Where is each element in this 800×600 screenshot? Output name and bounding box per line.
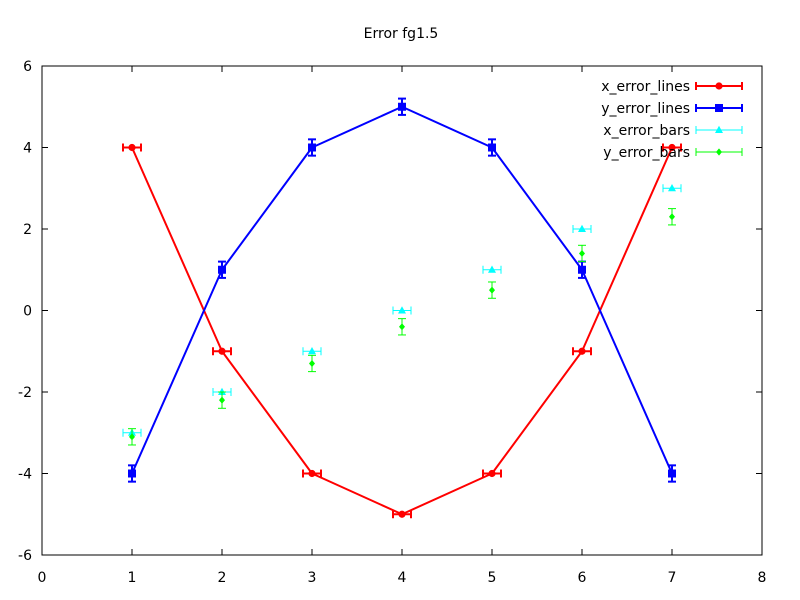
legend-item-x_error_bars: x_error_bars xyxy=(603,123,743,139)
legend-label: x_error_bars xyxy=(603,123,690,139)
y-tick-label: -2 xyxy=(18,385,32,401)
series-x_error_bars xyxy=(122,184,682,437)
series-x_error_lines xyxy=(122,143,682,519)
data-point xyxy=(488,143,496,152)
axes: 0 1 2 3 4 5 6 7 8 -6 -4 -2 0 2 4 6 xyxy=(18,59,766,586)
data-point xyxy=(218,347,226,355)
y-tick-label: -4 xyxy=(18,467,32,483)
y-tick-label: 2 xyxy=(23,222,32,238)
x-tick-label: 3 xyxy=(308,570,317,586)
data-point xyxy=(308,143,316,152)
data-point xyxy=(129,433,135,441)
data-point xyxy=(398,306,406,314)
data-point xyxy=(668,184,676,192)
legend-label: y_error_lines xyxy=(601,101,690,117)
legend-marker xyxy=(716,148,722,156)
x-tick-label: 5 xyxy=(488,570,497,586)
data-point xyxy=(578,224,586,232)
legend-marker xyxy=(715,104,723,112)
legend-item-y_error_lines: y_error_lines xyxy=(601,101,743,117)
legend-item-x_error_lines: x_error_lines xyxy=(601,79,743,95)
y-tick-label: 0 xyxy=(23,304,32,320)
x-tick-label: 8 xyxy=(758,570,767,586)
data-point xyxy=(488,469,496,478)
y-tick-label: -6 xyxy=(18,548,32,564)
data-point xyxy=(398,102,406,111)
data-point xyxy=(218,265,226,274)
x-tick-label: 6 xyxy=(578,570,587,586)
x-tick-label: 0 xyxy=(38,570,47,586)
x-tick-label: 1 xyxy=(128,570,137,586)
plot-area xyxy=(122,97,682,519)
data-point xyxy=(219,396,225,404)
data-point xyxy=(578,347,586,355)
legend-item-y_error_bars: y_error_bars xyxy=(603,145,743,161)
data-point xyxy=(669,213,675,221)
series-y_error_lines xyxy=(128,97,676,483)
data-point xyxy=(398,510,406,518)
x-tick-label: 2 xyxy=(218,570,227,586)
data-point xyxy=(309,359,315,368)
x-tick-label: 7 xyxy=(668,570,677,586)
y-tick-label: 6 xyxy=(23,59,32,75)
data-point xyxy=(308,469,316,478)
data-point xyxy=(488,265,496,273)
x-tick-label: 4 xyxy=(398,570,407,586)
data-point xyxy=(668,143,676,152)
legend-label: y_error_bars xyxy=(603,145,690,161)
data-point xyxy=(579,249,585,258)
series-y_error_bars xyxy=(128,208,676,446)
legend-marker xyxy=(715,82,723,90)
legend-marker xyxy=(715,125,723,133)
y-tick-label: 4 xyxy=(23,141,32,157)
data-point xyxy=(668,469,676,478)
data-point xyxy=(128,143,136,152)
series-line xyxy=(131,105,673,474)
data-point xyxy=(128,469,136,478)
legend: x_error_lines y_error_lines x_error_bars y_… xyxy=(601,79,743,161)
data-point xyxy=(399,323,405,331)
data-point xyxy=(489,286,495,294)
chart-title: Error fg1.5 xyxy=(364,26,439,42)
data-point xyxy=(218,387,226,395)
legend-label: x_error_lines xyxy=(601,79,690,95)
data-point xyxy=(578,265,586,274)
data-point xyxy=(308,347,316,355)
